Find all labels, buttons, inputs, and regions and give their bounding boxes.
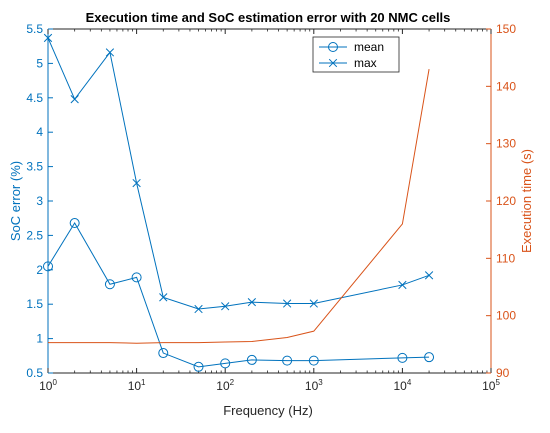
series-mean-point: [43, 261, 53, 272]
series-max-point: [221, 302, 230, 311]
x-marker-stroke: [398, 280, 407, 290]
series-max-point: [398, 280, 407, 290]
x-marker-stroke: [43, 33, 53, 43]
y-left-tick-label: 2: [36, 263, 43, 277]
y-left-tick-label: 3: [36, 194, 43, 208]
legend: mean max: [312, 36, 400, 73]
legend-entry-label: mean: [354, 40, 384, 54]
y-left-tick-label: 5: [36, 56, 43, 70]
y-left-axis-label: SoC error (%): [8, 161, 23, 241]
y-right-tick-label: 150: [496, 22, 516, 36]
series-mean-point: [220, 358, 231, 369]
y-right-tick-label: 110: [496, 251, 515, 265]
chart-title: Execution time and SoC estimation error …: [86, 10, 451, 25]
series-mean-point: [69, 218, 80, 229]
series-max-point: [70, 95, 79, 104]
series-max-line: [47, 37, 430, 310]
series-max-point: [159, 293, 168, 302]
series-execution-time-line: [48, 69, 430, 344]
series-max-point: [105, 48, 115, 57]
x-tick-label: 101: [128, 378, 146, 393]
series-mean-point: [397, 352, 408, 363]
y-right-tick-label: 140: [496, 79, 516, 93]
series-max-point: [43, 33, 53, 43]
y-left-tick-label: 4: [36, 125, 43, 139]
y-right-tick-label: 120: [496, 194, 516, 208]
x-marker-stroke: [247, 297, 257, 307]
y-right-tick-label: 130: [496, 137, 516, 151]
y-left-tick-label: 1: [36, 332, 43, 346]
legend-marker: [328, 42, 338, 52]
series-max-point: [309, 299, 318, 308]
series-mean-point: [193, 361, 204, 372]
x-tick-label: 103: [305, 378, 323, 393]
series-mean-point: [246, 354, 257, 365]
y-left-tick-label: 0.5: [26, 366, 43, 380]
x-marker-stroke: [194, 304, 203, 314]
x-marker-stroke: [424, 271, 434, 280]
x-tick-label: 105: [482, 378, 500, 393]
x-tick-label: 100: [39, 378, 57, 393]
x-marker-stroke: [70, 95, 79, 104]
series-mean-point: [308, 355, 319, 366]
x-marker-stroke: [105, 48, 115, 57]
series-max-point: [282, 299, 292, 308]
x-marker-stroke: [221, 302, 230, 311]
plot-area: [48, 29, 491, 373]
series-mean-point: [131, 272, 142, 283]
x-marker-stroke: [309, 299, 318, 308]
series-mean-point: [158, 348, 169, 359]
x-marker-stroke: [132, 178, 141, 188]
y-left-tick-label: 5.5: [26, 22, 43, 36]
y-right-axis-label: Execution time (s): [519, 149, 534, 253]
y-right-tick-label: 100: [496, 309, 516, 323]
series-mean-point: [104, 279, 115, 290]
series-max-point: [194, 304, 203, 314]
x-tick-label: 102: [216, 378, 234, 393]
series-mean-line: [47, 222, 430, 368]
y-left-tick-label: 4.5: [26, 91, 43, 105]
x-marker-stroke: [282, 299, 292, 308]
x-marker-stroke: [159, 293, 168, 302]
y-left-tick-label: 2.5: [26, 228, 43, 242]
legend-entry-label: max: [354, 56, 377, 70]
series-max-point: [132, 178, 141, 188]
plot-layer: 100 101 102 103 104 105 0.5 1 1.5 2 2.5 3 3.5 4 4.5 5 5.…: [26, 22, 516, 393]
series-mean-point: [282, 355, 293, 366]
x-tick-label: 104: [393, 378, 411, 393]
x-axis-label: Frequency (Hz): [223, 403, 313, 418]
series-mean-point: [424, 352, 435, 363]
legend-box: [312, 36, 400, 73]
y-left-tick-label: 3.5: [26, 160, 43, 174]
series-max-point: [247, 297, 257, 307]
series-max-point: [424, 271, 434, 280]
legend-marker: [328, 58, 338, 68]
y-right-tick-label: 90: [496, 366, 510, 380]
y-left-tick-label: 1.5: [26, 297, 43, 311]
